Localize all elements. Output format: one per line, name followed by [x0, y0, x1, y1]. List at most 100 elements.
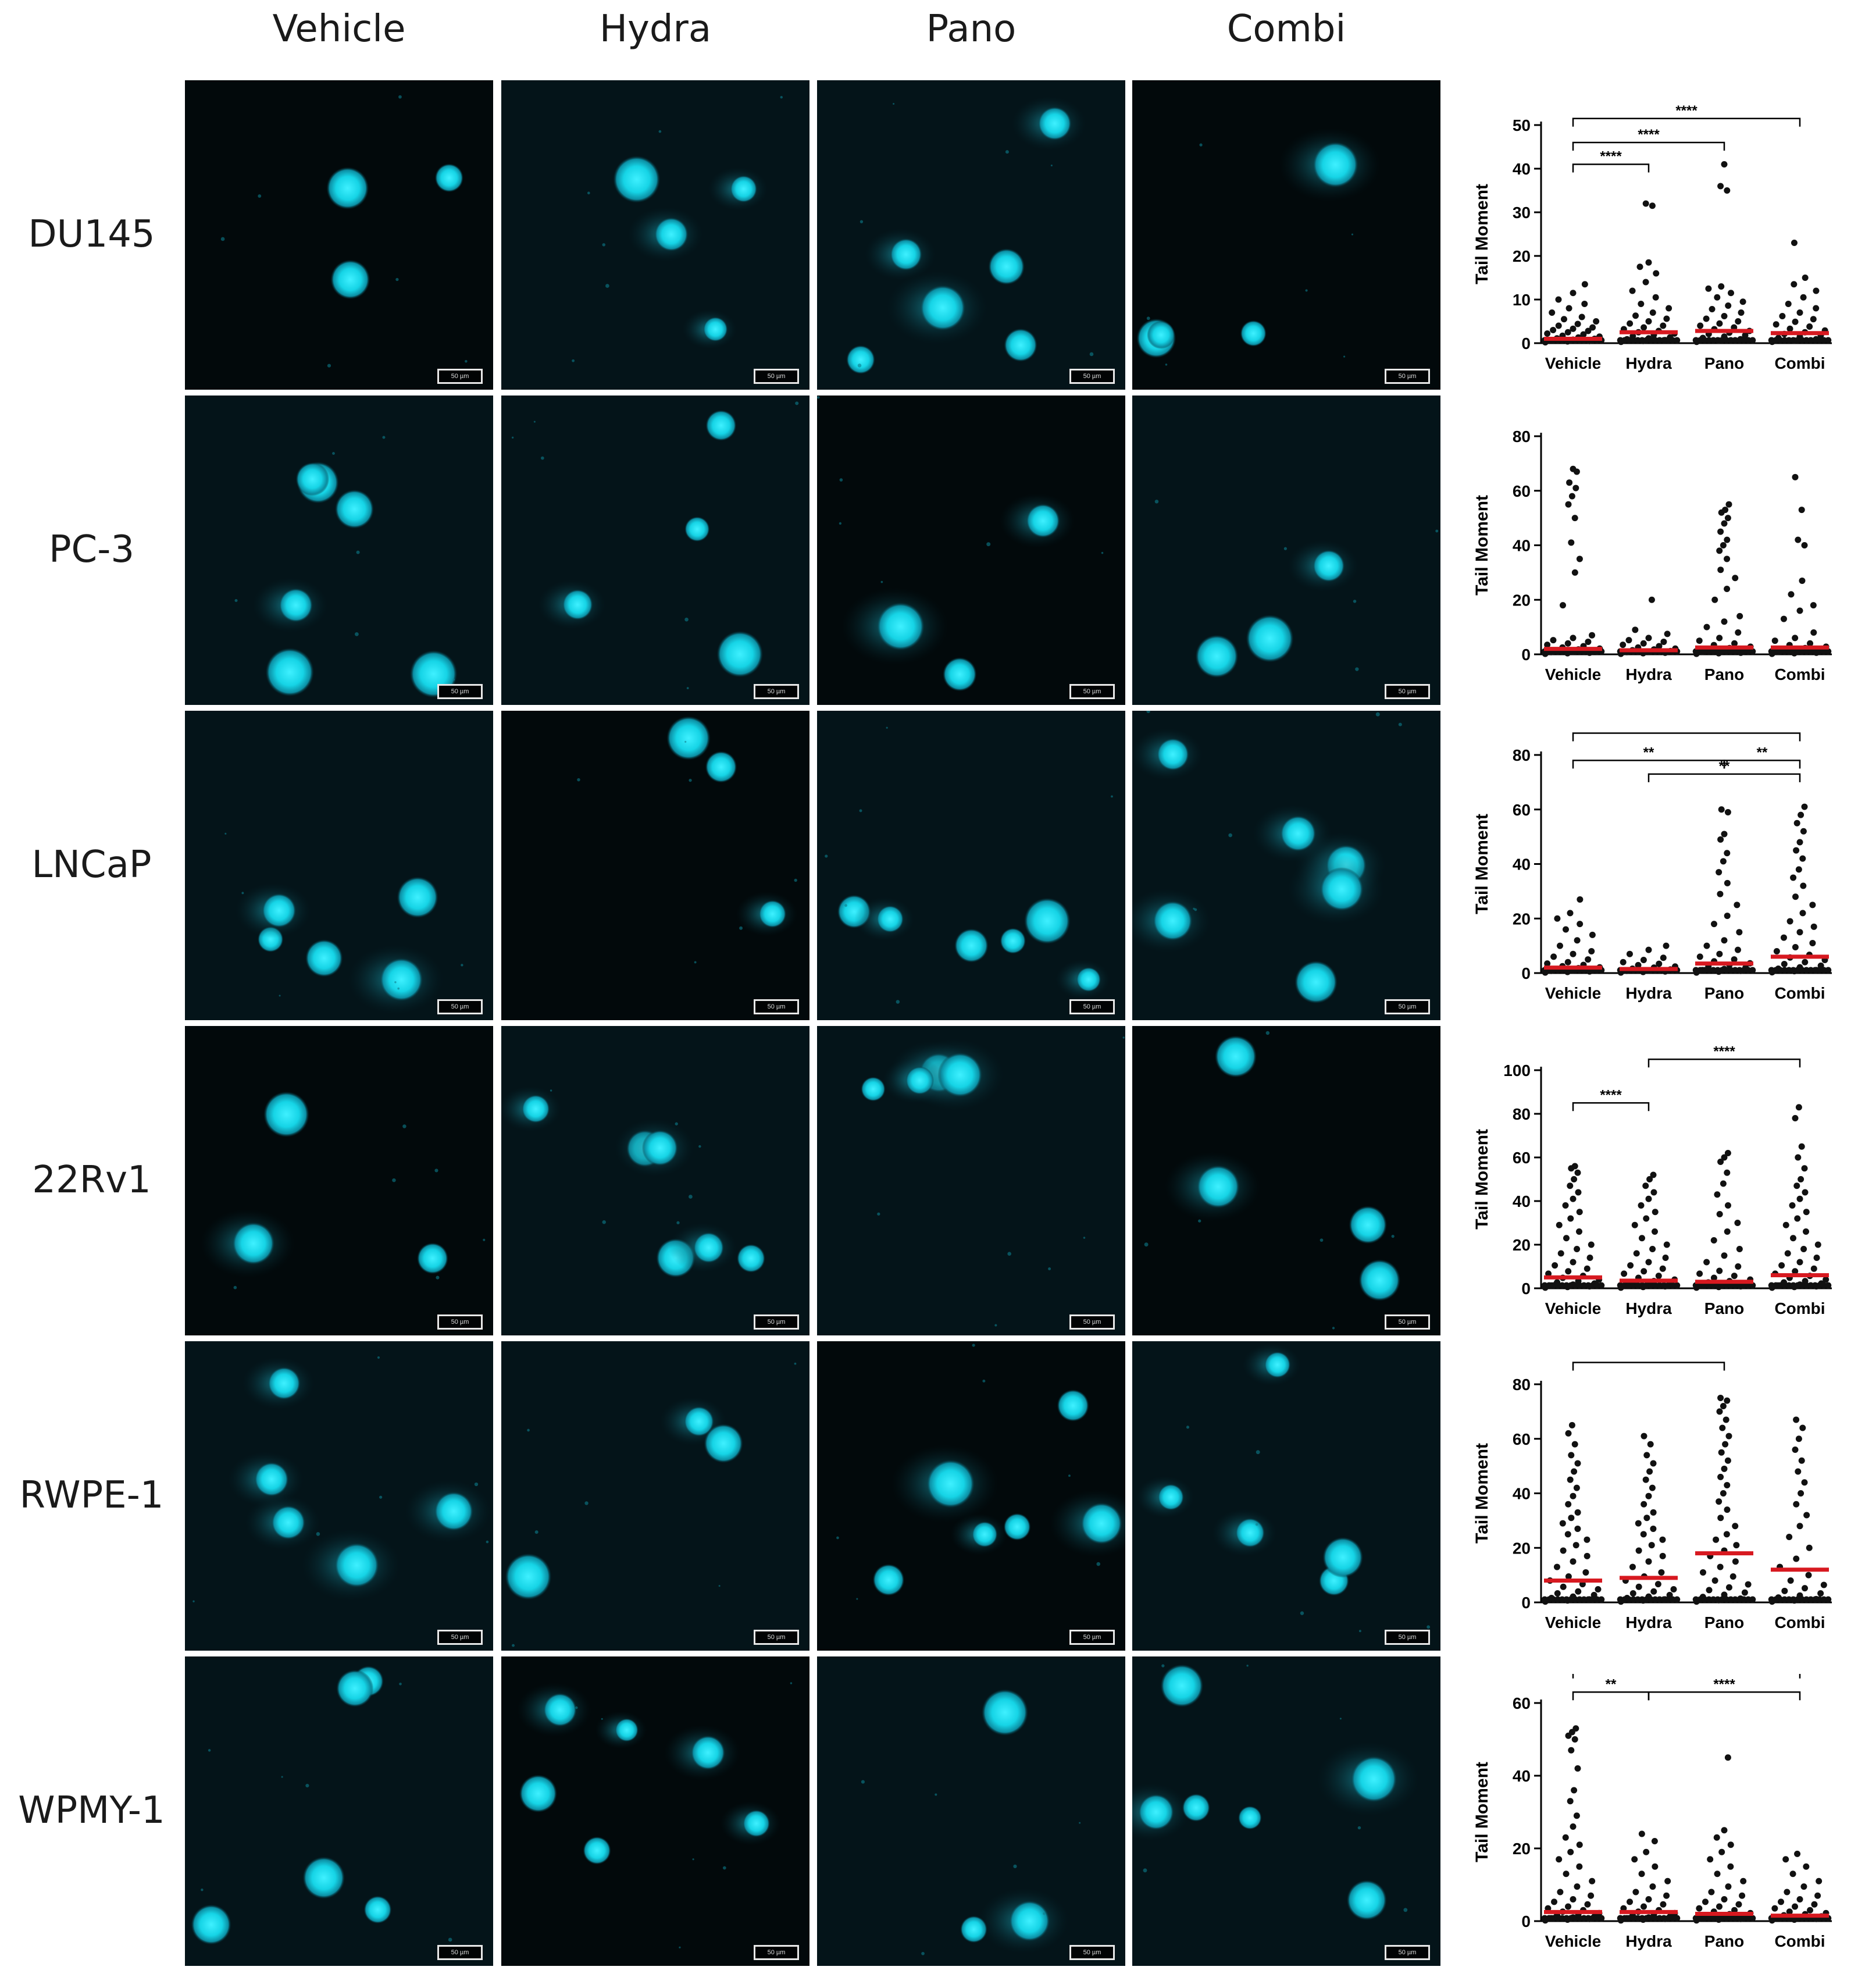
data-point: [1792, 943, 1799, 950]
data-point: [1621, 1270, 1628, 1277]
data-point: [1787, 1577, 1794, 1584]
data-point: [1734, 1220, 1741, 1226]
data-point: [1638, 1830, 1645, 1837]
tail-moment-plot-rwpe1: 0 20 40 60 80 Tail Moment Vehicle Hydra Pano Comb…: [1448, 1355, 1858, 1669]
y-tick-label: 60: [1513, 1430, 1531, 1448]
data-point: [1709, 306, 1716, 312]
data-point: [1571, 515, 1578, 522]
data-point: [1565, 1268, 1572, 1275]
row-label-lncap: LNCaP: [31, 843, 152, 886]
data-point: [1598, 1596, 1605, 1603]
scale-bar: 50 µm: [1069, 999, 1115, 1014]
data-point: [1659, 1552, 1666, 1559]
data-point: [1749, 337, 1756, 344]
data-point: [1802, 275, 1809, 281]
data-point: [1799, 577, 1806, 584]
y-tick-label: 20: [1513, 1539, 1531, 1557]
data-point: [1584, 1536, 1590, 1543]
data-point: [1670, 1586, 1677, 1592]
data-point: [1554, 915, 1561, 922]
scale-bar: 50 µm: [1385, 369, 1430, 384]
data-point: [1551, 1898, 1558, 1905]
data-point: [1662, 1255, 1669, 1261]
data-point: [1789, 1871, 1796, 1877]
data-point: [1735, 318, 1742, 325]
data-point: [1649, 309, 1656, 316]
micrograph-pc3-pano: 50 µm: [817, 396, 1125, 705]
data-point: [1638, 301, 1645, 307]
data-point: [1564, 329, 1571, 336]
data-point: [1795, 536, 1802, 543]
data-point: [1724, 808, 1731, 815]
row-label-pc3: PC-3: [48, 528, 135, 571]
significance-bracket: [1572, 1691, 1650, 1701]
data-point: [1544, 330, 1551, 337]
scale-bar: 50 µm: [1069, 1630, 1115, 1645]
data-point: [1655, 1273, 1662, 1280]
row-label-rwpe1: RWPE-1: [19, 1474, 164, 1517]
tail-moment-plot-pc3: 0 20 40 60 80 Tail Moment Vehicle Hydra Pano Comb…: [1448, 407, 1858, 721]
data-point: [1654, 1581, 1661, 1588]
data-point: [1736, 1246, 1743, 1252]
x-category-label: Pano: [1704, 1613, 1744, 1631]
data-point: [1814, 1241, 1821, 1248]
x-category-label: Combi: [1774, 1932, 1825, 1950]
data-point: [1716, 1408, 1723, 1415]
significance-bracket: [1572, 760, 1725, 769]
scale-bar: 50 µm: [1385, 1314, 1430, 1330]
data-point: [1568, 539, 1575, 546]
data-point: [1545, 1270, 1552, 1277]
data-point: [1820, 1581, 1827, 1588]
data-point: [1565, 1501, 1572, 1508]
data-point: [1567, 1848, 1574, 1855]
data-point: [1589, 324, 1596, 331]
data-point: [1641, 1268, 1647, 1275]
data-point: [1724, 586, 1731, 592]
data-point: [1798, 1490, 1804, 1497]
data-point: [1574, 1460, 1581, 1467]
scale-bar: 50 µm: [1069, 369, 1115, 384]
data-point: [1782, 1221, 1789, 1228]
data-point: [1556, 1856, 1563, 1863]
data-point: [1721, 1896, 1728, 1903]
x-category-label: Vehicle: [1545, 1613, 1602, 1631]
scale-bar: 50 µm: [437, 369, 483, 384]
data-point: [1736, 929, 1743, 936]
data-point: [1799, 910, 1806, 917]
data-point: [1720, 858, 1727, 865]
micrograph-lncap-combi: 50 µm: [1132, 711, 1440, 1020]
data-point: [1801, 803, 1808, 810]
micrograph-du145-vehicle: 50 µm: [185, 80, 493, 390]
data-point: [1781, 961, 1788, 968]
x-category-label: Hydra: [1625, 984, 1672, 1002]
data-point: [1666, 305, 1672, 312]
data-point: [1638, 1871, 1645, 1877]
y-tick-label: 20: [1513, 591, 1531, 609]
data-point: [1735, 1901, 1742, 1908]
data-point: [1795, 1435, 1802, 1442]
data-point: [1645, 1558, 1652, 1565]
data-point: [1778, 1898, 1785, 1905]
data-point: [1735, 1263, 1742, 1270]
data-point: [1749, 967, 1756, 974]
data-point: [1795, 866, 1802, 873]
data-point: [1740, 1877, 1747, 1884]
data-point: [1652, 1228, 1659, 1235]
y-tick-label: 0: [1521, 1594, 1531, 1612]
data-point: [1717, 1394, 1724, 1401]
data-point: [1796, 1259, 1803, 1266]
data-point: [1713, 1536, 1720, 1543]
data-point: [1803, 1512, 1810, 1519]
data-point: [1786, 918, 1793, 925]
data-point: [1664, 1877, 1671, 1884]
data-point: [1716, 1267, 1723, 1274]
scale-bar: 50 µm: [437, 684, 483, 699]
significance-bracket: [1572, 163, 1650, 173]
data-point: [1645, 635, 1652, 642]
data-point: [1567, 910, 1574, 917]
significance-bracket: [1572, 732, 1801, 742]
data-point: [1725, 1584, 1732, 1591]
scale-bar: 50 µm: [437, 999, 483, 1014]
data-point: [1649, 1883, 1656, 1890]
data-point: [1696, 1270, 1703, 1277]
